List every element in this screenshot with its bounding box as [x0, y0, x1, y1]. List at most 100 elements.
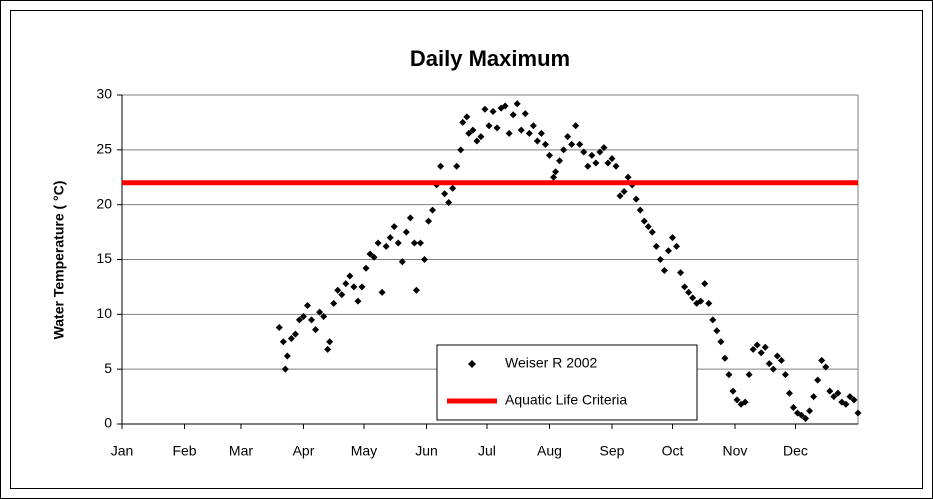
- x-tick-label: Jun: [415, 443, 438, 459]
- data-point: [689, 294, 697, 302]
- data-point: [477, 133, 485, 141]
- data-point: [664, 247, 672, 255]
- data-point: [402, 228, 410, 236]
- data-point: [656, 256, 664, 263]
- data-point: [705, 299, 713, 307]
- data-point: [640, 217, 648, 225]
- x-tick-label: Apr: [293, 443, 315, 459]
- data-point: [299, 313, 307, 321]
- data-point: [429, 206, 437, 214]
- data-point: [453, 162, 461, 170]
- x-tick-label: Sep: [600, 443, 625, 459]
- data-point: [420, 256, 428, 263]
- data-point: [616, 192, 624, 200]
- data-point: [545, 151, 553, 159]
- data-point: [437, 162, 445, 170]
- data-point: [330, 299, 338, 307]
- data-point: [701, 280, 709, 288]
- data-point: [781, 371, 789, 379]
- data-point: [588, 151, 596, 159]
- legend-label: Weiser R 2002: [505, 355, 598, 371]
- data-point: [489, 107, 497, 115]
- data-point: [459, 118, 467, 126]
- data-point: [312, 326, 320, 334]
- data-point: [636, 206, 644, 214]
- data-point: [449, 184, 457, 192]
- data-point: [304, 302, 312, 310]
- chart-area: [10, 10, 923, 489]
- data-point: [580, 148, 588, 156]
- data-point: [533, 137, 541, 145]
- data-point: [441, 190, 449, 198]
- data-point: [592, 159, 600, 167]
- data-point: [826, 387, 834, 395]
- data-point: [584, 162, 592, 170]
- data-point: [810, 393, 818, 401]
- data-point: [316, 308, 324, 316]
- data-point: [386, 234, 394, 242]
- data-point: [600, 144, 608, 152]
- data-point: [350, 283, 358, 291]
- x-tick-label: Oct: [662, 443, 684, 459]
- data-point: [358, 283, 366, 291]
- data-point: [644, 223, 652, 231]
- data-point: [818, 356, 826, 364]
- data-point: [525, 129, 533, 137]
- data-point: [537, 129, 545, 137]
- data-point: [295, 316, 303, 324]
- data-point: [382, 242, 390, 250]
- chart-title: Daily Maximum: [410, 46, 570, 71]
- data-point: [777, 356, 785, 364]
- data-point: [789, 404, 797, 412]
- x-tick-label: Mar: [229, 443, 253, 459]
- data-point: [802, 415, 810, 423]
- data-point: [713, 327, 721, 335]
- x-tick-label: Aug: [537, 443, 562, 459]
- data-point: [842, 400, 850, 408]
- data-point: [493, 124, 501, 132]
- data-point: [572, 122, 580, 130]
- data-point: [505, 129, 513, 137]
- data-point: [378, 288, 386, 296]
- data-point: [745, 371, 753, 379]
- data-point: [501, 102, 509, 110]
- data-point: [806, 407, 814, 415]
- data-point: [753, 341, 761, 349]
- data-point: [846, 393, 854, 401]
- data-point: [424, 217, 432, 225]
- data-point: [326, 338, 334, 346]
- data-point: [320, 313, 328, 321]
- data-point: [457, 146, 465, 154]
- data-point: [624, 173, 632, 181]
- data-point: [283, 352, 291, 360]
- y-tick-label: 10: [96, 305, 112, 321]
- data-point: [648, 228, 656, 236]
- data-point: [370, 253, 378, 261]
- x-tick-label: Nov: [723, 443, 748, 459]
- x-tick-label: Jan: [111, 443, 134, 459]
- data-point: [765, 360, 773, 368]
- y-tick-label: 15: [96, 250, 112, 266]
- data-point: [398, 258, 406, 266]
- data-point: [564, 133, 572, 141]
- x-tick-label: Jul: [478, 443, 496, 459]
- y-tick-label: 20: [96, 195, 112, 211]
- data-point: [410, 239, 418, 247]
- legend-label: Aquatic Life Criteria: [505, 392, 627, 408]
- data-point: [390, 223, 398, 231]
- data-point: [685, 288, 693, 296]
- data-point: [620, 188, 628, 196]
- data-point: [324, 345, 332, 353]
- data-point: [596, 148, 604, 156]
- data-point: [445, 198, 453, 206]
- data-point: [850, 396, 858, 404]
- data-point: [552, 168, 560, 176]
- data-point: [342, 280, 350, 288]
- data-point: [338, 291, 346, 299]
- y-tick-label: 30: [96, 86, 112, 102]
- data-point: [652, 242, 660, 250]
- data-point: [541, 140, 549, 148]
- data-point: [798, 411, 806, 419]
- data-point: [521, 110, 529, 118]
